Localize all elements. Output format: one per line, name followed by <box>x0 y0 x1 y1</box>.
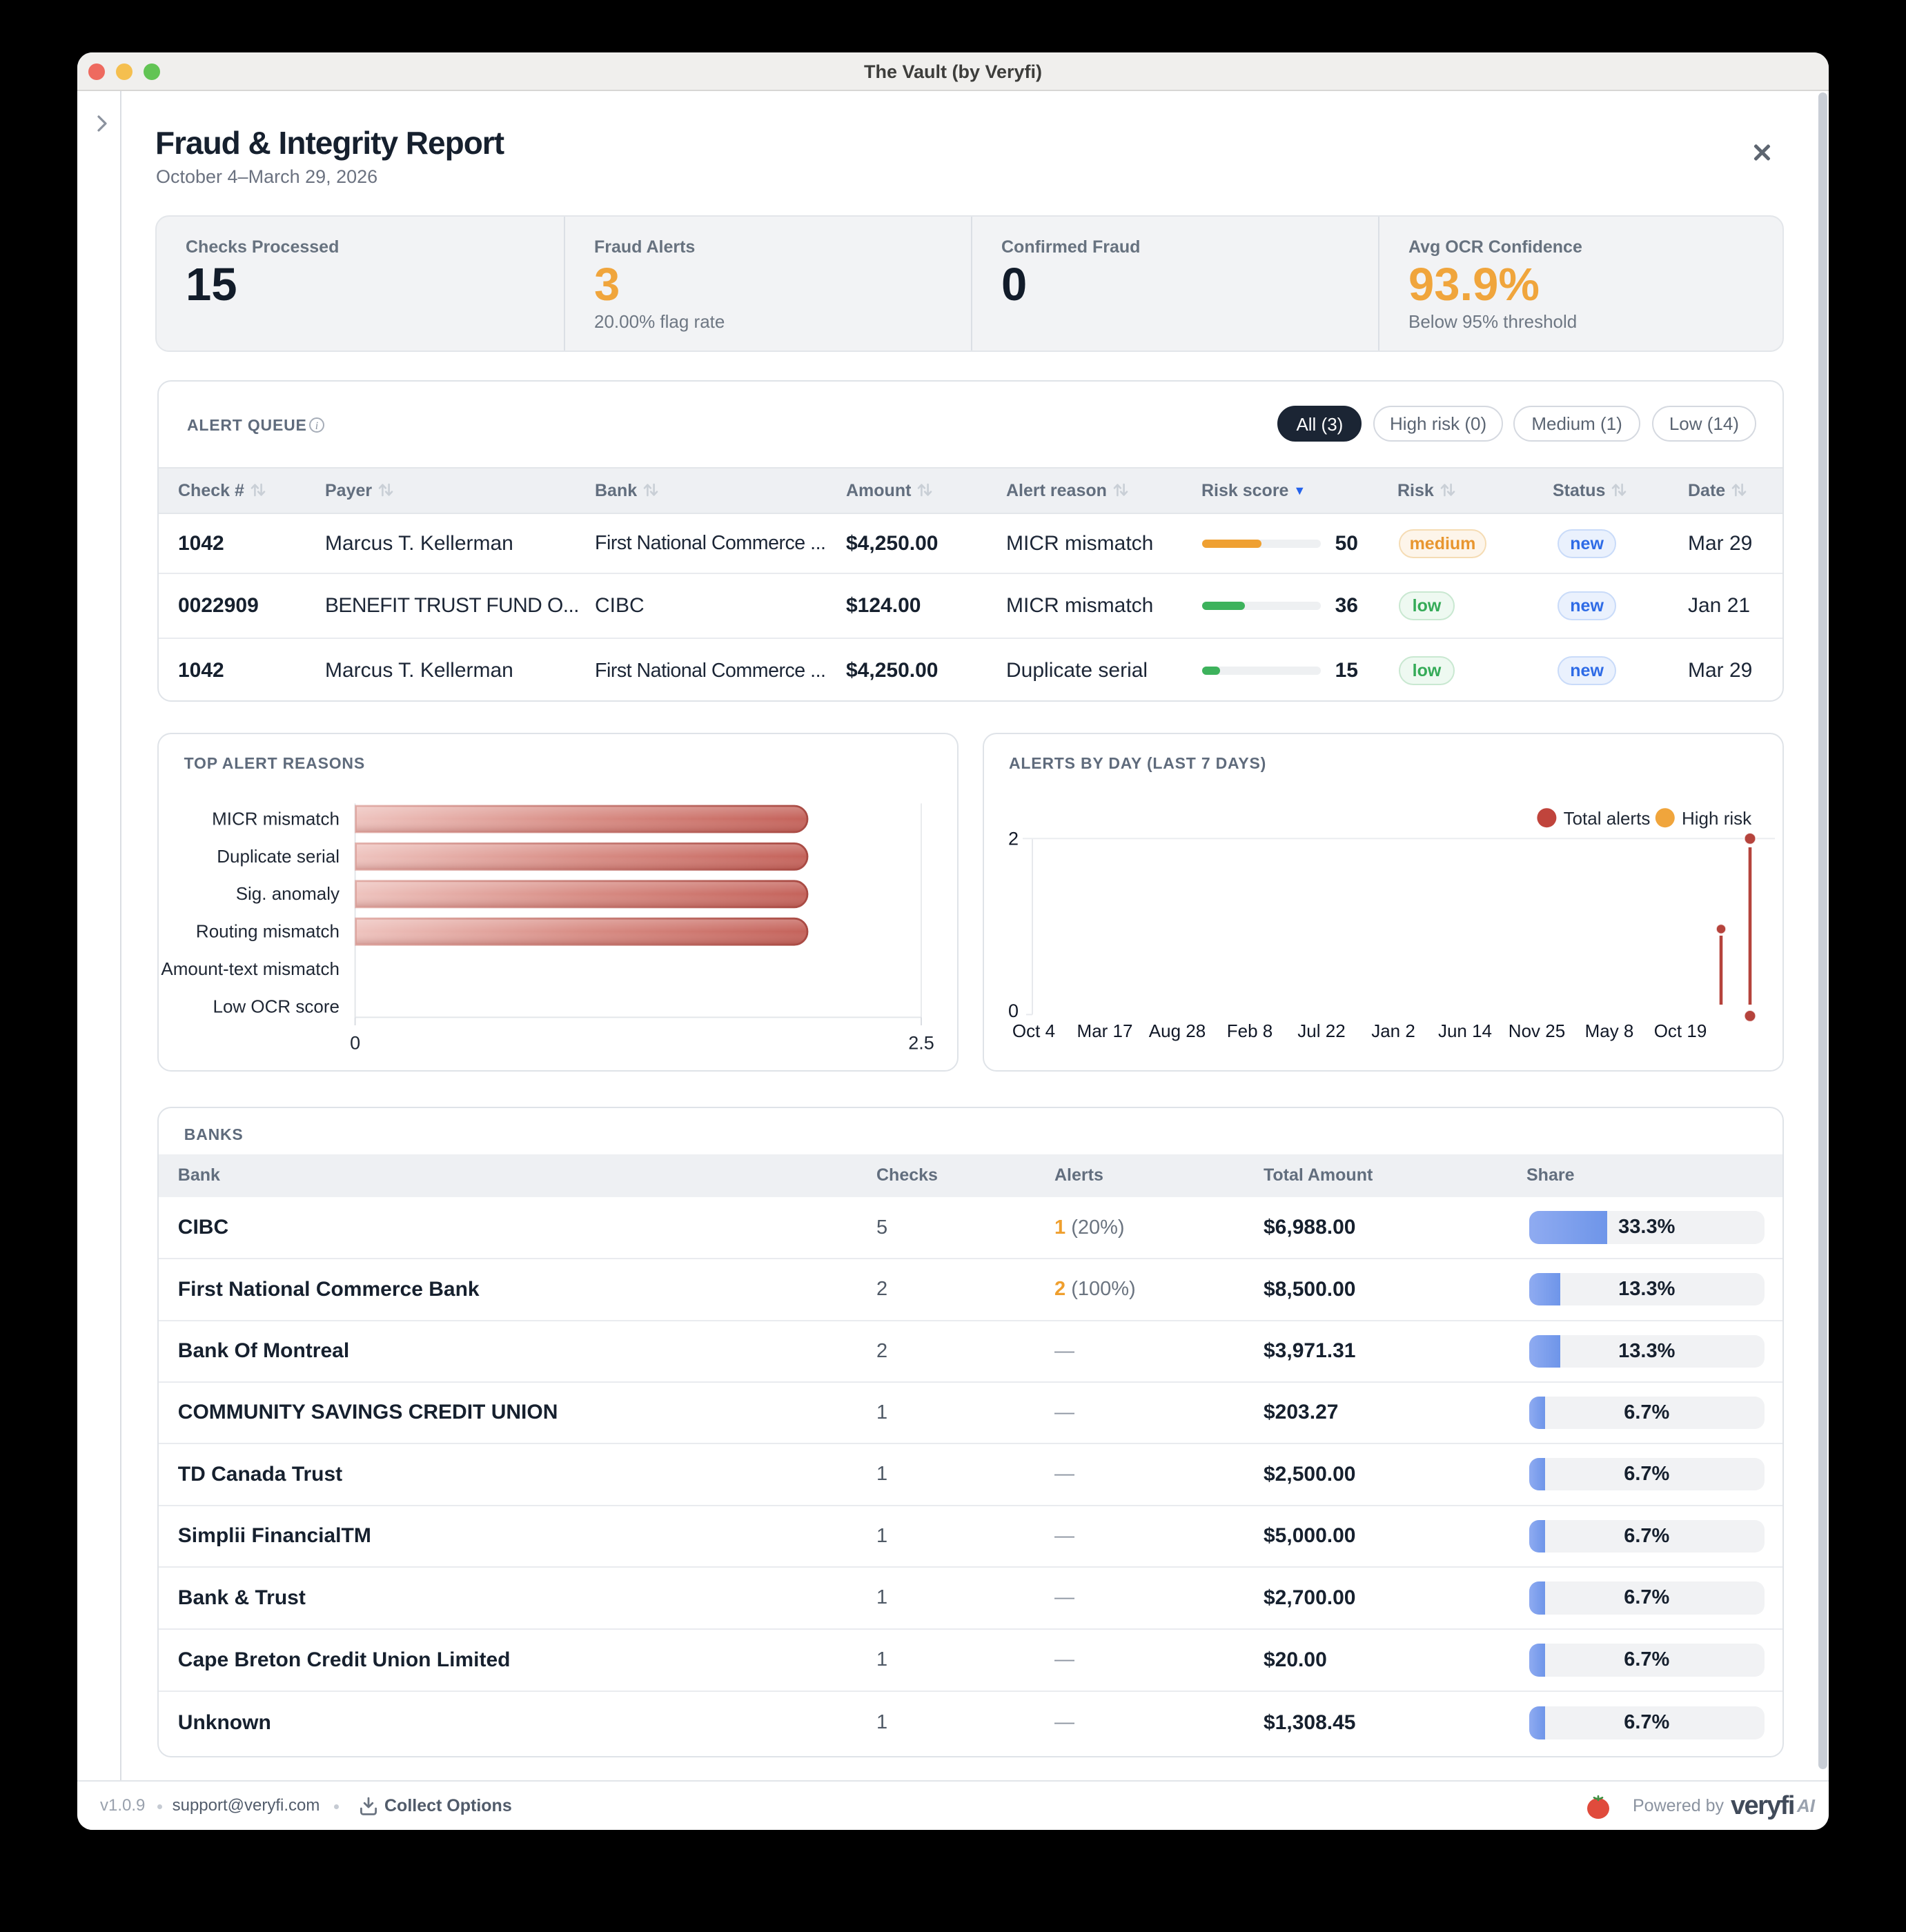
svg-text:Mar 17: Mar 17 <box>1077 1021 1133 1041</box>
svg-text:0: 0 <box>350 1032 360 1053</box>
svg-text:Jan 2: Jan 2 <box>1371 1021 1415 1041</box>
svg-text:Oct 4: Oct 4 <box>1012 1021 1055 1041</box>
svg-text:Total alerts: Total alerts <box>1564 807 1651 828</box>
svg-text:2.5: 2.5 <box>908 1032 934 1053</box>
svg-text:0: 0 <box>1008 1000 1019 1021</box>
svg-text:Oct 19: Oct 19 <box>1654 1021 1707 1041</box>
svg-text:High risk: High risk <box>1682 807 1752 828</box>
svg-text:Amount-text mismatch: Amount-text mismatch <box>161 958 340 979</box>
svg-text:Nov 25: Nov 25 <box>1509 1021 1565 1041</box>
svg-text:Aug 28: Aug 28 <box>1149 1021 1206 1041</box>
svg-text:Jun 14: Jun 14 <box>1438 1021 1492 1041</box>
svg-text:Sig. anomaly: Sig. anomaly <box>236 883 340 904</box>
svg-text:Low OCR score: Low OCR score <box>213 996 340 1016</box>
svg-text:Duplicate serial: Duplicate serial <box>217 845 340 866</box>
svg-text:2: 2 <box>1008 828 1019 849</box>
svg-text:Feb 8: Feb 8 <box>1227 1021 1273 1041</box>
svg-text:May 8: May 8 <box>1585 1021 1634 1041</box>
svg-text:Jul 22: Jul 22 <box>1297 1021 1345 1041</box>
svg-text:Routing mismatch: Routing mismatch <box>196 920 340 941</box>
svg-text:MICR mismatch: MICR mismatch <box>212 808 340 829</box>
